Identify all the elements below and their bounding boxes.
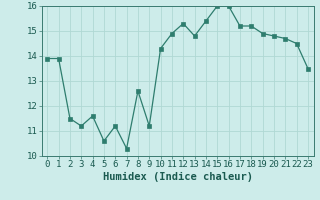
X-axis label: Humidex (Indice chaleur): Humidex (Indice chaleur) [103,172,252,182]
